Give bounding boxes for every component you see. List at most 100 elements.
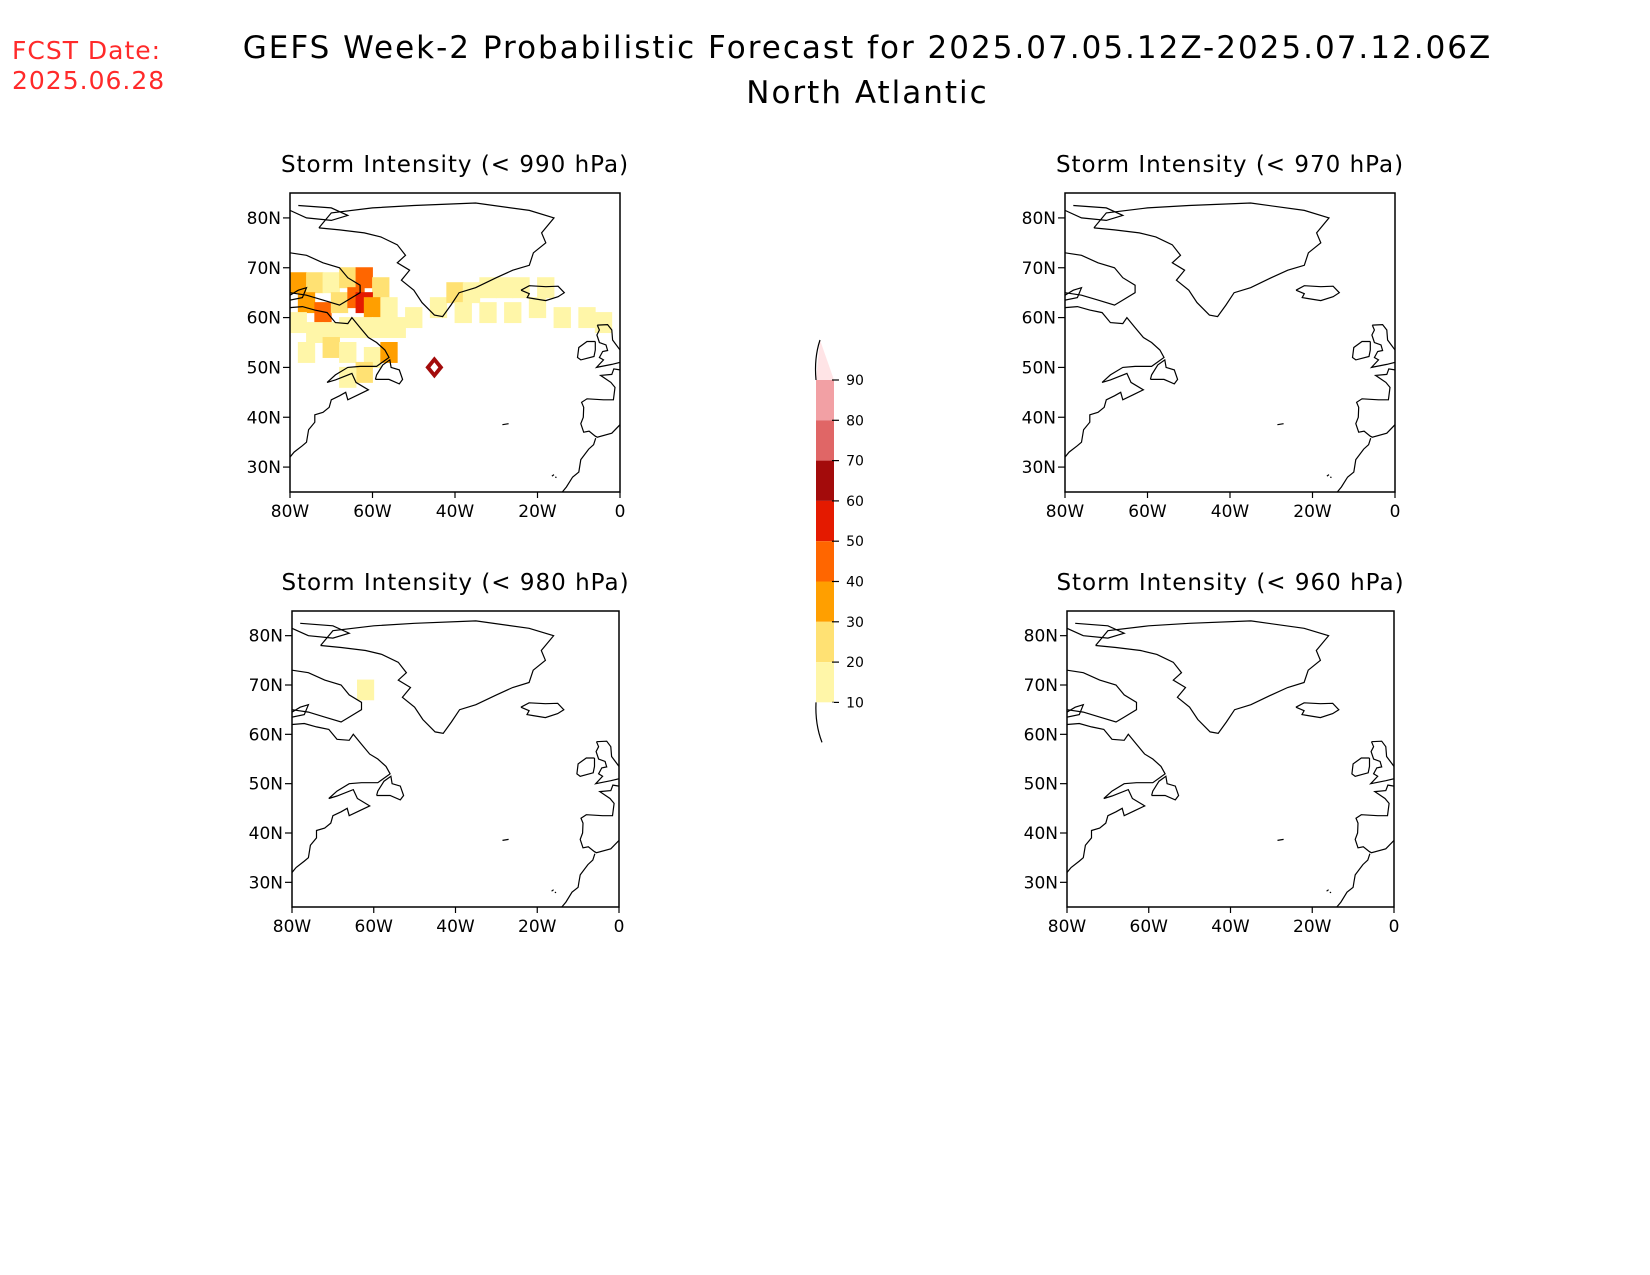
- coastline: [1067, 669, 1138, 723]
- fcst-date-caption: FCST Date:: [12, 36, 162, 65]
- map-frame: [1064, 192, 1396, 493]
- lat-tick-label: 30N: [1024, 873, 1058, 893]
- lat-tick-label: 50N: [1024, 775, 1058, 795]
- colorbar: 90 80 70 60 50 40 30 20 10: [814, 339, 864, 743]
- probability-cell: [297, 342, 316, 363]
- colorbar-segment: [816, 460, 834, 501]
- coastline: [1065, 286, 1083, 301]
- lat-tick-label: 50N: [247, 358, 281, 378]
- probability-cell: [429, 297, 448, 319]
- coastline: [554, 891, 557, 894]
- coastline: [374, 358, 404, 385]
- coastline: [1369, 323, 1395, 369]
- panel-title: Storm Intensity (< 990 hPa): [281, 152, 629, 178]
- colorbar-segment: [816, 541, 834, 582]
- probability-cell: [314, 302, 332, 324]
- coastline: [1067, 622, 1126, 639]
- lon-tick-label: 40W: [436, 917, 475, 937]
- lon-tick-label: 60W: [355, 917, 394, 937]
- coastline: [593, 740, 619, 785]
- lat-tick-label: 30N: [249, 873, 283, 893]
- lon-tick-label: 0: [1390, 502, 1401, 522]
- lat-tick-label: 70N: [247, 259, 281, 279]
- lon-tick-label: 80W: [1046, 502, 1085, 522]
- probability-cell: [528, 297, 547, 319]
- lon-tick-label: 40W: [1211, 917, 1250, 937]
- probability-cell: [504, 302, 522, 324]
- colorbar-top-outline: [814, 339, 821, 381]
- coastline: [1151, 775, 1180, 801]
- coastline: [1095, 620, 1330, 734]
- lat-tick-label: 40N: [1024, 824, 1058, 844]
- coastline: [1351, 340, 1371, 361]
- coastline: [290, 305, 390, 458]
- probability-cell: [405, 307, 423, 329]
- probability-cell: [363, 297, 382, 319]
- colorbar-segment: [816, 380, 834, 421]
- map-panel-2: Storm Intensity (< 970 hPa) 80N 70N 60N 50N 4…: [1022, 152, 1403, 522]
- colorbar-top-extension: [816, 340, 834, 380]
- probability-cell: [454, 302, 472, 324]
- map-panel-1: Storm Intensity (< 990 hPa) 80N 70N 60N 50N 4…: [247, 152, 629, 522]
- lon-tick-label: 60W: [353, 502, 392, 522]
- probability-cell: [339, 317, 357, 339]
- coastline: [579, 784, 619, 854]
- map-frame: [1066, 610, 1395, 908]
- probability-cell: [339, 342, 357, 363]
- coastline: [1093, 202, 1331, 318]
- probability-field: [290, 267, 613, 388]
- probability-cell: [479, 302, 497, 324]
- fcst-date-value: 2025.06.28: [12, 66, 166, 95]
- colorbar-bottom-outline: [815, 702, 823, 743]
- coastline: [502, 838, 509, 841]
- coastline: [1336, 438, 1372, 492]
- probability-cell: [330, 292, 349, 314]
- coastline: [1149, 358, 1179, 385]
- lat-tick-label: 80N: [1022, 209, 1056, 229]
- colorbar-segment: [816, 500, 834, 542]
- coastline: [1368, 740, 1394, 785]
- coastline: [320, 620, 555, 734]
- coastlines: [1065, 202, 1395, 492]
- probability-cell: [290, 312, 307, 334]
- probability-cell: [322, 272, 340, 294]
- coastline: [1354, 784, 1394, 854]
- colorbar-segment: [816, 621, 834, 663]
- lat-tick-label: 40N: [247, 408, 281, 428]
- coastline: [594, 323, 620, 369]
- probability-cell: [290, 272, 307, 294]
- coastline: [551, 889, 554, 892]
- colorbar-label: 10: [846, 695, 864, 711]
- probability-cell: [462, 282, 481, 304]
- coastline: [502, 423, 509, 426]
- coastline: [1065, 252, 1136, 306]
- probability-cell: [594, 312, 613, 334]
- lon-tick-label: 40W: [436, 502, 475, 522]
- lat-tick-label: 50N: [1022, 358, 1056, 378]
- probability-field: [356, 679, 375, 701]
- probability-cell: [355, 317, 373, 339]
- map-frame: [291, 610, 620, 908]
- probability-cell: [355, 267, 373, 289]
- lon-tick-label: 20W: [518, 917, 557, 937]
- coastlines: [1067, 620, 1394, 907]
- coastline: [1277, 423, 1284, 426]
- coastline: [1351, 757, 1371, 777]
- coastline: [1065, 204, 1125, 222]
- coastline: [551, 474, 555, 477]
- probability-cell: [479, 277, 497, 299]
- coastline: [1336, 853, 1371, 907]
- probability-cell: [372, 277, 390, 299]
- coastline: [1067, 722, 1166, 873]
- probability-cell-core: [430, 362, 439, 373]
- coastline: [1067, 703, 1085, 718]
- coastline: [290, 286, 308, 301]
- coastline: [318, 202, 556, 318]
- lat-tick-label: 40N: [249, 824, 283, 844]
- probability-cell: [537, 277, 555, 299]
- colorbar-segment: [816, 581, 834, 622]
- colorbar-label: 30: [846, 615, 864, 631]
- map-panel-4: Storm Intensity (< 960 hPa) 80N 70N 60N 50N 4…: [1024, 570, 1404, 937]
- probability-cell: [306, 322, 324, 343]
- colorbar-label: 50: [846, 534, 864, 550]
